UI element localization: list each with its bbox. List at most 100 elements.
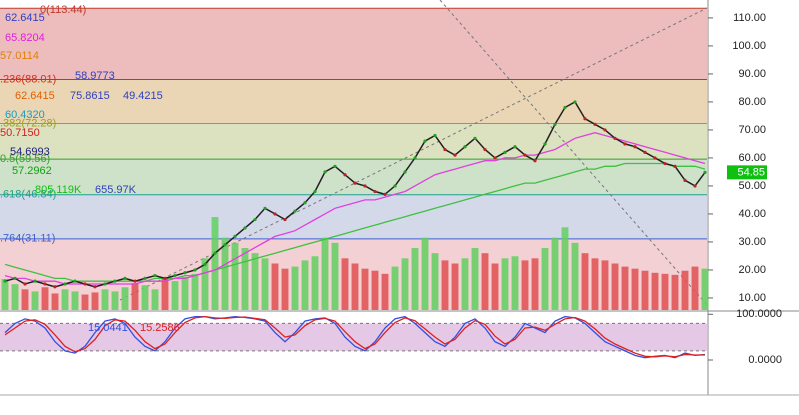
fib-label: .618(46.84) (0, 189, 56, 201)
volume-bar (641, 270, 649, 310)
indicator-label: 75.8615 (70, 90, 110, 102)
close-point (553, 122, 557, 126)
close-point (393, 184, 397, 188)
fib-band (0, 194, 707, 239)
y-tick-label: 0.0000 (748, 354, 782, 366)
y-tick-label: 10.00 (738, 292, 766, 304)
volume-bar (61, 289, 69, 310)
volume-bar (321, 237, 329, 310)
close-point (343, 173, 347, 177)
volume-bar (71, 291, 79, 310)
volume-bar (351, 263, 359, 310)
volume-bar (521, 260, 529, 310)
close-point (653, 156, 657, 160)
y-tick-label: 100.0000 (736, 308, 782, 320)
close-point (133, 279, 137, 283)
close-point (333, 164, 337, 168)
fib-band (0, 79, 707, 124)
close-point (533, 159, 537, 163)
indicator-label: 655.97K (95, 184, 137, 196)
volume-bar (671, 274, 679, 310)
volume-bar (621, 266, 629, 310)
volume-bar (201, 258, 209, 310)
indicator-label: 54.6993 (10, 146, 50, 158)
volume-bar (501, 258, 509, 310)
volume-bar (171, 281, 179, 310)
close-point (503, 150, 507, 154)
fib-band (0, 123, 707, 160)
close-point (323, 170, 327, 174)
close-point (53, 285, 57, 289)
volume-bar (361, 268, 369, 310)
close-point (23, 282, 27, 286)
close-point (693, 184, 697, 188)
close-point (253, 217, 257, 222)
y-tick-label: 50.00 (738, 180, 766, 192)
trend-line (439, 0, 708, 306)
close-point (423, 139, 427, 143)
volume-bar (421, 237, 429, 310)
fib-band (0, 159, 707, 195)
close-point (353, 181, 357, 185)
volume-bar (591, 258, 599, 310)
close-point (193, 268, 197, 272)
volume-bar (381, 273, 389, 310)
volume-bar (251, 253, 259, 310)
volume-bar (411, 248, 419, 310)
fib-label: 0(113.44) (40, 4, 86, 16)
indicator-label: 49.4215 (123, 90, 163, 102)
volume-bar (401, 258, 409, 310)
volume-bar (91, 292, 99, 310)
close-point (573, 100, 577, 104)
close-point (143, 276, 147, 280)
close-point (243, 226, 247, 230)
close-point (413, 156, 417, 160)
close-point (703, 170, 707, 174)
volume-bar (651, 272, 659, 310)
volume-bar (431, 253, 439, 310)
close-point (113, 279, 117, 283)
close-point (103, 282, 107, 286)
volume-bar (331, 242, 339, 310)
volume-bar (581, 253, 589, 310)
close-point (583, 117, 587, 121)
volume-bar (41, 287, 49, 310)
close-point (263, 206, 267, 210)
volume-bar (301, 260, 309, 310)
close-point (163, 276, 167, 280)
close-point (383, 192, 387, 196)
volume-bar (311, 256, 319, 310)
volume-bar (231, 242, 239, 310)
y-tick-label: 110.00 (733, 12, 766, 24)
volume-bar (11, 284, 19, 310)
close-point (443, 147, 447, 152)
volume-bar (471, 248, 479, 310)
volume-bar (601, 260, 609, 310)
volume-bar (291, 266, 299, 310)
close-point (33, 279, 37, 283)
close-point (223, 243, 227, 247)
volume-bar (191, 273, 199, 310)
volume-bar (491, 263, 499, 310)
volume-bar (111, 291, 119, 310)
close-point (293, 209, 297, 213)
close-point (313, 189, 317, 194)
volume-bar (121, 287, 129, 310)
volume-bar (371, 270, 379, 310)
volume-bar (541, 248, 549, 310)
close-point (273, 212, 277, 216)
volume-bar (81, 294, 89, 310)
y-tick-label: 90.00 (738, 68, 766, 80)
close-point (63, 282, 67, 286)
close-point (453, 153, 457, 157)
close-point (203, 262, 207, 266)
volume-bar (51, 293, 59, 310)
close-point (283, 217, 287, 222)
volume-bar (391, 266, 399, 310)
volume-bar (221, 237, 229, 310)
indicator-label: 60.4320 (5, 109, 45, 121)
last-price-label: 54.85 (737, 166, 765, 178)
volume-bar (551, 237, 559, 310)
indicator-label: 50.7150 (0, 127, 40, 139)
